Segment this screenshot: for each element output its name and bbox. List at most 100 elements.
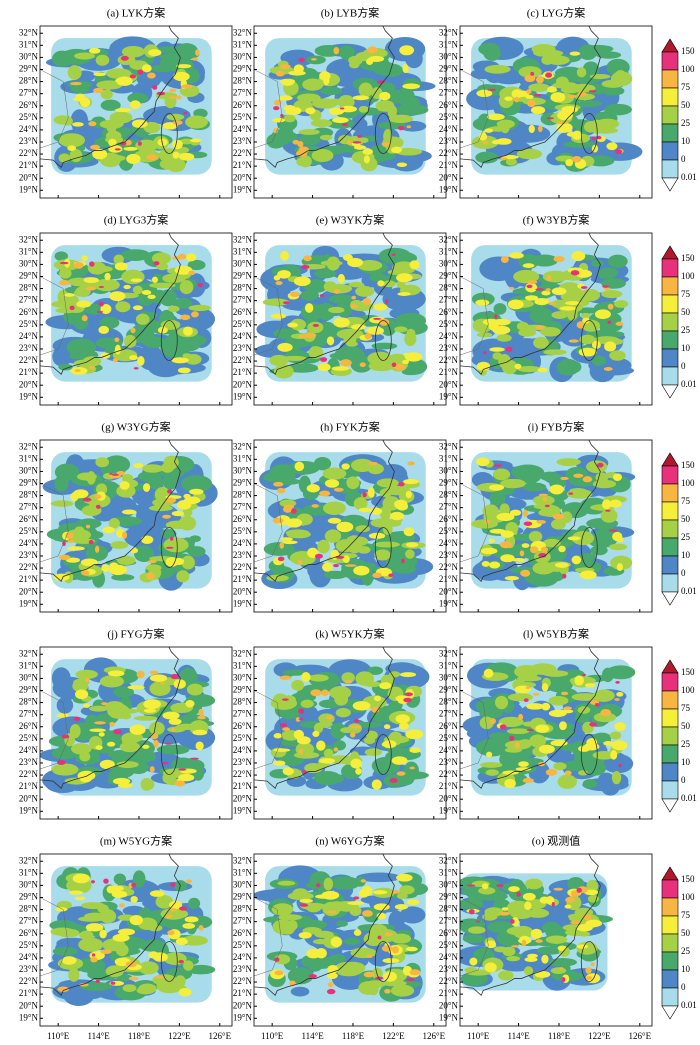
precip-blob [295,717,301,722]
precip-blob [614,698,620,701]
colorbar-box [661,105,679,125]
lat-tick-label: 22°N [439,976,459,986]
precip-blob [117,928,136,936]
lat-tick-label: 24°N [233,952,253,962]
precip-blob [185,700,195,708]
lat-tick-label: 20°N [439,586,459,596]
precip-blob [146,572,155,580]
precip-blob [188,304,211,312]
lat-tick-label: 23°N [19,550,39,560]
precip-blob [142,336,166,348]
colorbar-label: 150 [681,874,695,884]
precip-blob [372,572,382,579]
precip-blob [58,279,70,286]
precip-blob [586,460,608,474]
precip-blob [590,962,595,967]
precip-blob [280,537,293,541]
precip-blob [545,72,553,78]
lat-tick-label: 28°N [233,283,253,293]
precip-blob [493,464,503,467]
precip-blob [498,716,524,727]
precip-blob [116,470,126,476]
precip-blob [580,312,591,318]
precip-blob [152,85,158,90]
precip-blob [585,976,593,980]
precip-blob [580,286,588,289]
lat-tick-label: 25°N [439,112,459,122]
lat-tick-label: 23°N [19,964,39,974]
precip-blob [185,115,208,129]
precip-blob [603,367,613,371]
precip-blob [538,509,557,517]
precip-blob [192,764,205,781]
precip-blob [175,937,188,946]
precip-blob [123,146,138,151]
precip-blob [578,553,597,561]
precip-blob [128,976,139,981]
colorbar-label: 50 [681,721,691,731]
precip-blob [337,95,355,110]
precip-blob [352,95,370,101]
precip-blob [93,87,104,94]
precip-blob [337,273,345,284]
precip-blob [561,976,566,983]
lat-tick-label: 23°N [233,757,253,767]
lat-tick-label: 25°N [19,526,39,536]
precip-blob [545,896,555,905]
precip-blob [557,110,573,121]
precip-blob [355,767,363,775]
lat-tick-label: 28°N [439,76,459,86]
precip-blob [353,896,360,900]
lat-tick-label: 28°N [439,697,459,707]
precip-blob [277,880,296,886]
precip-blob [91,953,96,957]
precip-blob [352,701,371,711]
precip-blob [78,937,104,952]
precip-blob [511,945,520,948]
precip-blob [181,84,193,89]
lat-tick-label: 32°N [19,27,39,37]
precip-blob [498,911,511,916]
precip-blob [360,879,367,883]
panel-title: (a) LYK方案 [107,6,165,20]
precip-blob [271,903,294,916]
precip-blob [534,298,550,306]
precip-blob [582,779,598,789]
precip-blob [582,673,587,676]
lat-tick-label: 31°N [233,867,253,877]
precip-blob [148,49,162,57]
lat-tick-label: 28°N [233,76,253,86]
precip-blob [526,284,533,289]
lat-tick-label: 22°N [439,769,459,779]
precip-blob [116,974,133,982]
precip-blob [499,503,510,516]
lat-tick-label: 30°N [19,51,39,61]
precip-blob [161,762,169,765]
precip-blob [310,119,333,128]
colorbar-label: 0.01 [681,379,697,389]
precip-blob [347,723,362,734]
precip-blob [132,285,143,295]
precip-blob [489,347,505,352]
precip-blob [298,133,320,144]
precip-blob [561,691,569,696]
precip-blob [178,152,195,161]
lat-tick-label: 24°N [233,538,253,548]
precip-blob [395,312,427,329]
precip-blob [365,980,385,989]
precip-blob [81,255,88,262]
precip-field [40,26,212,175]
precip-blob [476,89,493,98]
precip-blob [111,473,120,476]
precip-blob [171,510,185,517]
precip-blob [500,255,509,264]
precip-blob [409,747,421,754]
precip-blob [179,280,194,295]
precip-blob [273,760,286,766]
precip-blob [90,144,101,150]
colorbar-label: 75 [681,910,691,920]
precip-blob [597,462,604,468]
precip-blob [576,321,585,329]
map-panel: (g) W3YG方案 32°N 31°N 30°N 29°N 28°N 27°N 26°N 25… [19,420,233,613]
